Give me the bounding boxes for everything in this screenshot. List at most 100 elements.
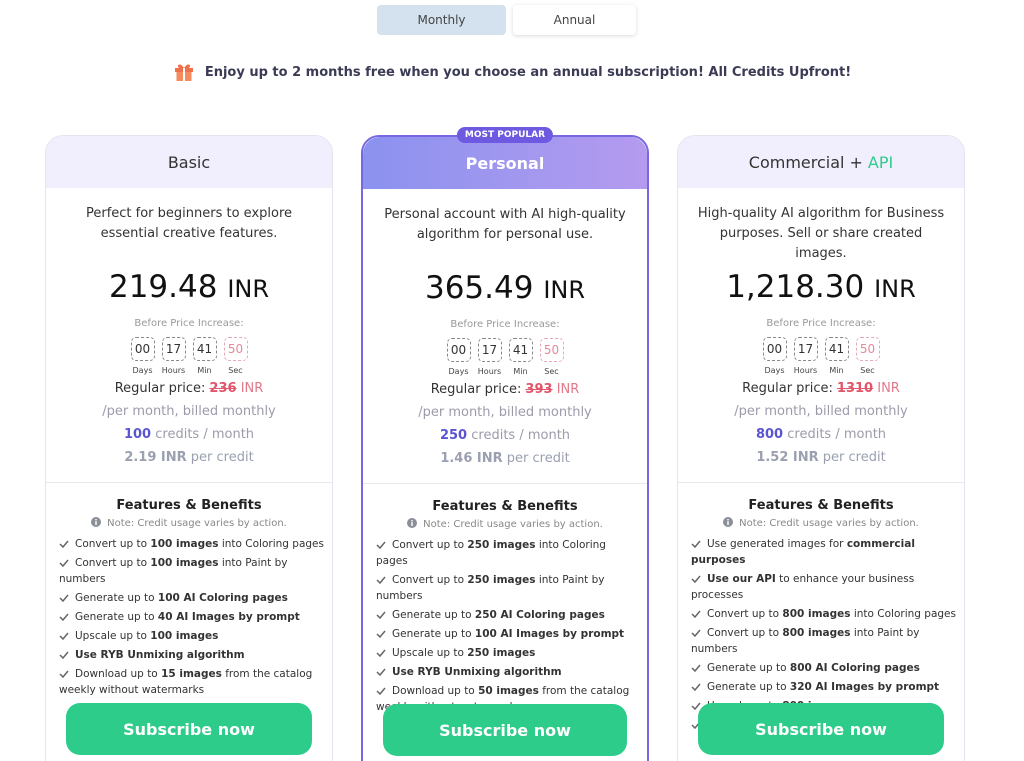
popular-badge: MOST POPULAR bbox=[456, 127, 554, 143]
regular-currency: INR bbox=[556, 382, 580, 397]
feature-text: Upscale up to bbox=[392, 647, 468, 659]
timer-value: 41 bbox=[192, 337, 217, 361]
feature-text: 15 images bbox=[161, 668, 222, 680]
check-icon bbox=[691, 629, 701, 638]
feature-text: Convert up to bbox=[75, 538, 151, 550]
check-icon bbox=[59, 540, 69, 549]
feature-text: Use RYB Unmixing algorithm bbox=[392, 666, 562, 678]
check-icon bbox=[59, 559, 69, 568]
billing: /per month, billed monthly bbox=[418, 405, 592, 420]
info-icon bbox=[723, 517, 734, 527]
credits: 250 credits / month bbox=[363, 428, 647, 443]
feature-text: 100 images bbox=[150, 538, 219, 550]
info-icon bbox=[91, 517, 102, 527]
timer-unit: Sec bbox=[860, 366, 875, 375]
feature-text: 250 images bbox=[467, 539, 536, 551]
countdown-label: Before Price Increase: bbox=[450, 319, 560, 330]
check-icon bbox=[376, 649, 386, 658]
feature: Generate up to 40 AI Images by prompt bbox=[59, 609, 324, 625]
check-icon bbox=[59, 613, 69, 622]
plan-name: Commercial bbox=[748, 152, 845, 172]
feature-text: Generate up to bbox=[75, 592, 158, 604]
timer-unit: Sec bbox=[228, 366, 243, 375]
feature: Convert up to 800 images into Paint by n… bbox=[691, 625, 956, 657]
price-currency: INR bbox=[874, 275, 916, 303]
feature-text: 800 images bbox=[782, 627, 851, 639]
feature: Generate up to 100 AI Images by prompt bbox=[376, 626, 639, 642]
feature: Generate up to 320 AI Images by prompt bbox=[691, 679, 956, 695]
timer-cell: 41 Min bbox=[508, 338, 533, 376]
toggle-monthly[interactable]: Monthly bbox=[377, 5, 506, 35]
timer-cell: 50 Sec bbox=[855, 337, 880, 375]
timer-unit: Hours bbox=[161, 366, 186, 375]
subscribe-button[interactable]: Subscribe now bbox=[66, 703, 312, 755]
subscribe-button[interactable]: Subscribe now bbox=[698, 703, 944, 755]
price: 365.49 INR bbox=[363, 270, 647, 306]
feature-text: into Paint by numbers bbox=[691, 627, 920, 655]
timer-unit: Sec bbox=[544, 367, 559, 376]
price-currency: INR bbox=[227, 275, 270, 303]
info-icon bbox=[407, 518, 418, 528]
feature-text: 320 AI Images by prompt bbox=[789, 681, 940, 693]
feature-text: Convert up to bbox=[75, 557, 151, 569]
feature-text: 50 images bbox=[478, 685, 539, 697]
per-credit-unit: per credit bbox=[506, 451, 570, 466]
regular-amount: 236 bbox=[209, 381, 237, 396]
regular-price: Regular price: 236 INR bbox=[46, 381, 332, 396]
regular-label: Regular price: bbox=[114, 381, 206, 396]
feature: Upscale up to 250 images bbox=[376, 645, 639, 661]
timer-value: 17 bbox=[477, 338, 502, 362]
subscribe-button[interactable]: Subscribe now bbox=[383, 704, 627, 756]
check-icon bbox=[691, 702, 701, 711]
timer-cell: 17 Hours bbox=[161, 337, 186, 375]
feature-text: into Paint by numbers bbox=[59, 557, 288, 585]
feature-text: 100 images bbox=[150, 557, 219, 569]
banner: Enjoy up to 2 months free when you choos… bbox=[0, 62, 1024, 82]
check-icon bbox=[691, 664, 701, 673]
plan-card: Basic Perfect for beginners to explore es… bbox=[45, 135, 333, 761]
feature-text: into Coloring pages bbox=[376, 539, 606, 567]
credits-amount: 250 bbox=[439, 428, 468, 443]
feature-text: into Coloring pages bbox=[218, 538, 324, 550]
plan-card: Personal MOST POPULAR Personal account wit… bbox=[361, 127, 649, 761]
feature-text: 100 AI Images by prompt bbox=[474, 628, 625, 640]
timer-value: 41 bbox=[508, 338, 533, 362]
check-icon bbox=[691, 540, 701, 549]
features: Convert up to 250 images into Coloring p… bbox=[376, 537, 639, 718]
countdown-label: Before Price Increase: bbox=[134, 318, 244, 329]
feature-text: Generate up to bbox=[707, 662, 790, 674]
features-title: Features & Benefits bbox=[432, 499, 578, 514]
check-icon bbox=[376, 541, 386, 550]
countdown-timer: 00 Days 17 Hours 41 Min 50 Sec bbox=[363, 338, 647, 376]
feature: Convert up to 250 images into Paint by n… bbox=[376, 572, 639, 604]
check-icon bbox=[376, 687, 386, 696]
per-credit-unit: per credit bbox=[822, 450, 886, 465]
timer-value: 50 bbox=[539, 338, 564, 362]
check-icon bbox=[691, 575, 701, 584]
banner-text: Enjoy up to 2 months free when you choos… bbox=[204, 64, 852, 80]
feature-text: into Coloring pages bbox=[850, 608, 956, 620]
feature: Generate up to 100 AI Coloring pages bbox=[59, 590, 324, 606]
feature-text: Use generated images for bbox=[707, 538, 847, 550]
regular-label: Regular price: bbox=[430, 382, 522, 397]
check-icon bbox=[59, 651, 69, 660]
feature-text: commercial purposes bbox=[691, 538, 915, 566]
per-credit: 2.19 INR per credit bbox=[46, 450, 332, 465]
check-icon bbox=[59, 594, 69, 603]
timer-value: 17 bbox=[161, 337, 186, 361]
timer-unit: Min bbox=[513, 367, 528, 376]
timer-cell: 41 Min bbox=[192, 337, 217, 375]
plan-description: Perfect for beginners to explore essenti… bbox=[85, 206, 293, 241]
timer-unit: Days bbox=[448, 367, 469, 376]
timer-unit: Min bbox=[829, 366, 844, 375]
timer-unit: Days bbox=[764, 366, 785, 375]
feature-text: 800 images bbox=[782, 608, 851, 620]
price-amount: 219.48 bbox=[108, 269, 218, 305]
timer-cell: 00 Days bbox=[446, 338, 471, 376]
regular-currency: INR bbox=[877, 381, 900, 396]
note-text: Note: Credit usage varies by action. bbox=[739, 518, 919, 529]
per-credit: 1.52 INR per credit bbox=[678, 450, 964, 465]
timer-unit: Days bbox=[132, 366, 153, 375]
toggle-annual[interactable]: Annual bbox=[513, 5, 636, 35]
feature-text: Convert up to bbox=[707, 608, 783, 620]
